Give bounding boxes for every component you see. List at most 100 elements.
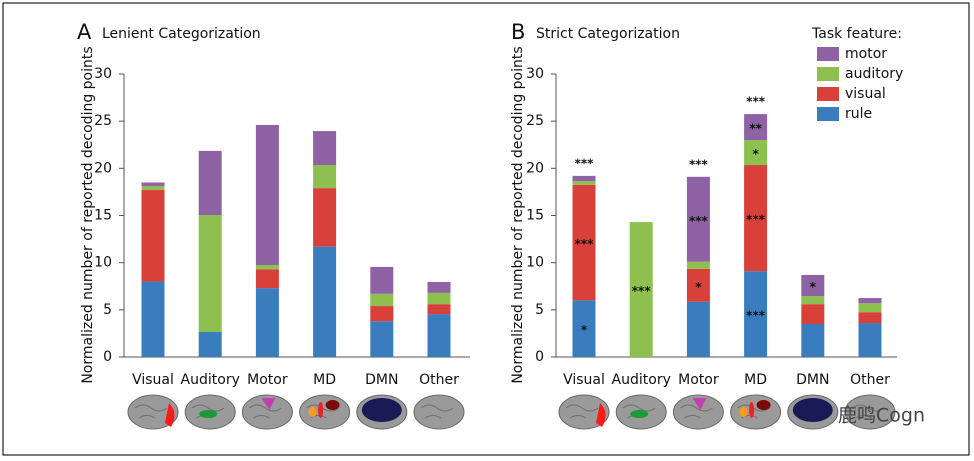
bar-segment: [572, 300, 596, 357]
bar-segment: [313, 246, 337, 357]
bar-segment: [801, 296, 825, 305]
significance-label: ***: [689, 157, 709, 171]
bar-segment: [370, 266, 394, 294]
brain-region: [739, 407, 748, 417]
brain-region: [792, 398, 833, 422]
x-tick-label: Auditory: [181, 372, 240, 388]
legend-swatch: [817, 47, 839, 61]
bar-segment: [801, 323, 825, 357]
significance-label: ***: [575, 237, 595, 251]
bar-segment: [744, 271, 768, 357]
brain-region: [308, 407, 317, 417]
bar-segment: [686, 268, 710, 302]
y-tick-label: 15: [94, 208, 112, 224]
y-axis-label: Normalized number of reported decoding p…: [80, 46, 96, 383]
watermark: 鹿鸣Cogn: [838, 405, 925, 427]
bar-segment: [313, 131, 337, 166]
significance-label: ***: [575, 156, 595, 170]
significance-label: *: [752, 147, 759, 161]
x-tick-label: Visual: [563, 372, 605, 388]
x-tick-label: Auditory: [612, 372, 671, 388]
y-tick-label: 0: [535, 349, 544, 365]
brain-fold: [565, 404, 599, 419]
y-tick-label: 0: [103, 349, 112, 365]
bar-segment: [370, 293, 394, 307]
brain-fold: [134, 404, 168, 419]
brain-icon: [413, 394, 465, 430]
legend-swatch: [817, 67, 839, 81]
bar-segment: [255, 288, 279, 357]
panel-letter: B: [511, 20, 525, 44]
bar-segment: [141, 182, 165, 187]
bar-segment: [198, 215, 222, 333]
significance-label: ***: [632, 284, 652, 298]
bar-segment: [255, 124, 279, 266]
bar-segment: [141, 281, 165, 357]
brain-fold: [249, 404, 282, 419]
legend-label: auditory: [845, 66, 903, 82]
bar-segment: [198, 332, 222, 357]
significance-label: *: [810, 280, 817, 294]
bar-segment: [686, 301, 710, 357]
legend-label: rule: [845, 106, 872, 122]
brain-region: [165, 403, 175, 427]
brain-region: [596, 403, 606, 427]
legend-swatch: [817, 107, 839, 121]
significance-label: ***: [746, 95, 766, 109]
y-tick-label: 20: [94, 160, 112, 176]
bar-segment: [744, 140, 768, 166]
brain-region: [325, 400, 340, 410]
bar-segment: [313, 188, 337, 247]
bar-segment: [801, 304, 825, 324]
bar-segment: [858, 323, 882, 357]
bar-segment: [313, 165, 337, 189]
y-tick-label: 25: [94, 113, 112, 129]
bar-segment: [370, 321, 394, 357]
bar-segment: [686, 176, 710, 262]
x-tick-label: DMN: [796, 372, 829, 388]
x-tick-label: Motor: [247, 372, 288, 388]
panel-letter: A: [77, 20, 92, 44]
bar-segment: [744, 114, 768, 141]
x-tick-label: Other: [419, 372, 459, 388]
y-tick-label: 10: [94, 255, 112, 271]
bar-segment: [255, 265, 279, 270]
brain-region: [361, 398, 402, 422]
x-tick-label: Other: [850, 372, 890, 388]
x-tick-label: MD: [744, 372, 767, 388]
brain-fold: [680, 404, 713, 419]
significance-label: ***: [746, 309, 766, 323]
brain-fold: [851, 404, 885, 419]
significance-label: *: [695, 280, 702, 294]
bar-segment: [141, 186, 165, 191]
bar-segment: [255, 269, 279, 289]
y-tick-label: 20: [526, 160, 544, 176]
brain-fold: [420, 404, 454, 419]
brain-region: [749, 402, 755, 418]
brain-region: [318, 402, 324, 418]
significance-label: ***: [746, 213, 766, 227]
brain-icon: [672, 394, 724, 430]
bar-segment: [801, 274, 825, 297]
brain-icon: [844, 394, 896, 430]
y-tick-label: 30: [94, 66, 112, 82]
brain-icon: [241, 394, 293, 430]
x-tick-label: MD: [313, 372, 336, 388]
bar-segment: [858, 312, 882, 324]
bar-segment: [198, 150, 222, 216]
legend-swatch: [817, 87, 839, 101]
y-tick-label: 5: [103, 302, 112, 318]
brain-icon: [299, 394, 351, 430]
bar-segment: [744, 165, 768, 272]
bar-segment: [572, 175, 596, 182]
y-tick-label: 30: [526, 66, 544, 82]
y-tick-label: 5: [535, 302, 544, 318]
bar-segment: [858, 303, 882, 313]
brain-region: [199, 410, 218, 418]
brain-icon: [730, 394, 782, 430]
bar-segment: [686, 261, 710, 269]
bar-segment: [858, 298, 882, 304]
brain-region: [756, 400, 771, 410]
y-tick-label: 15: [526, 208, 544, 224]
legend-label: visual: [845, 86, 886, 102]
